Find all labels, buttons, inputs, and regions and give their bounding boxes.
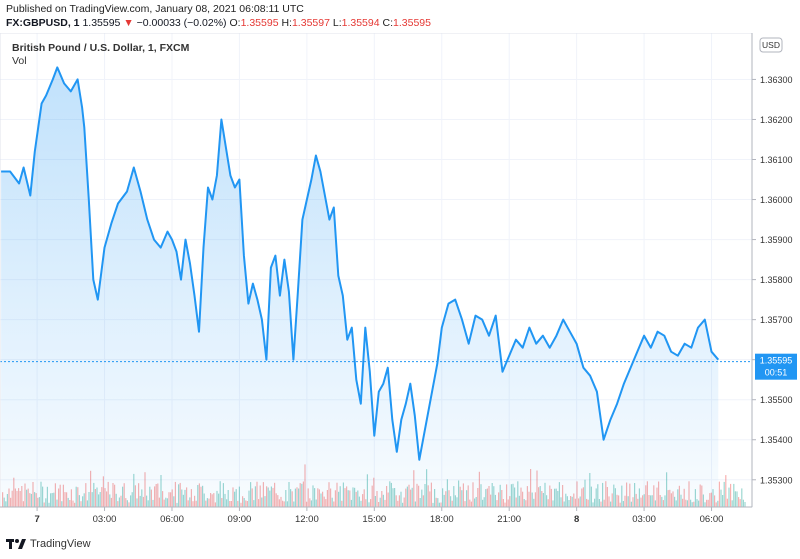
y-tick-label: 1.35400 <box>760 435 793 445</box>
x-tick-label: 03:00 <box>632 514 656 525</box>
y-tick-label: 1.36000 <box>760 195 793 205</box>
close-value: 1.35595 <box>393 17 431 29</box>
volume-bar <box>734 491 736 507</box>
high-label: H: <box>281 17 292 29</box>
y-tick-label: 1.36300 <box>760 75 793 85</box>
y-tick-label: 1.35700 <box>760 315 793 325</box>
x-tick-label: 15:00 <box>362 514 386 525</box>
volume-bar <box>723 481 725 507</box>
close-label: C: <box>382 17 394 29</box>
volume-bar <box>744 502 746 507</box>
time-axis[interactable]: 7 03:00 06:00 09:00 12:00 15:00 18:00 21:00 8 03:… <box>34 507 723 525</box>
currency-badge[interactable]: USD <box>759 37 783 53</box>
volume-bar <box>730 483 732 507</box>
currency-label: USD <box>762 40 780 50</box>
y-tick-label: 1.35500 <box>760 395 793 405</box>
y-tick-label: 1.36100 <box>760 155 793 165</box>
volume-bar <box>722 495 724 507</box>
price-line <box>1 66 720 461</box>
low-value: 1.35594 <box>341 17 380 29</box>
symbol-label: FX:GBPUSD, 1 <box>6 17 80 29</box>
volume-bar <box>738 497 740 507</box>
volume-bar <box>731 500 733 507</box>
y-tick-label: 1.35900 <box>760 235 793 245</box>
x-tick-label: 18:00 <box>430 514 454 525</box>
volume-bar <box>739 499 741 507</box>
last-price-badge: 1.35595 00:51 <box>755 353 797 380</box>
countdown-label: 00:51 <box>765 368 788 378</box>
volume-bar <box>742 499 744 507</box>
x-tick-label: 06:00 <box>700 514 724 525</box>
high-value: 1.35597 <box>291 17 330 29</box>
price-area <box>1 67 719 508</box>
tradingview-logo-icon <box>6 539 26 549</box>
x-tick-label: 8 <box>574 514 579 525</box>
brand-label: TradingView <box>30 538 91 550</box>
x-tick-label: 12:00 <box>295 514 319 525</box>
open-value: 1.35595 <box>240 17 279 29</box>
ohlc-header: FX:GBPUSD, 1 1.35595 ▼ −0.00033 (−0.02%)… <box>6 17 431 29</box>
volume-bar <box>736 491 738 507</box>
price-chart[interactable]: 1.353001.354001.355001.356001.357001.358… <box>0 33 800 527</box>
volume-bar <box>726 498 728 507</box>
y-tick-label: 1.36200 <box>760 115 793 125</box>
price-change: −0.00033 (−0.02%) <box>136 17 227 29</box>
volume-bar <box>728 487 730 507</box>
volume-bar <box>733 483 735 507</box>
down-arrow-icon: ▼ <box>123 17 134 29</box>
volume-bar <box>720 489 722 507</box>
volume-bar <box>725 475 727 507</box>
volume-bar <box>741 488 743 507</box>
x-tick-label: 21:00 <box>497 514 521 525</box>
x-tick-label: 7 <box>34 514 39 525</box>
tradingview-footer[interactable]: TradingView <box>6 538 91 550</box>
x-tick-label: 06:00 <box>160 514 184 525</box>
x-tick-label: 09:00 <box>228 514 252 525</box>
y-tick-label: 1.35300 <box>760 475 793 485</box>
y-tick-label: 1.35800 <box>760 275 793 285</box>
published-line: Published on TradingView.com, January 08… <box>6 3 304 15</box>
last-price: 1.35595 <box>82 17 121 29</box>
last-price-label: 1.35595 <box>760 356 793 366</box>
low-label: L: <box>332 17 342 29</box>
price-axis[interactable]: 1.353001.354001.355001.356001.357001.358… <box>752 75 793 485</box>
series-title: British Pound / U.S. Dollar, 1, FXCM <box>12 42 190 54</box>
x-tick-label: 03:00 <box>93 514 117 525</box>
open-label: O: <box>229 17 241 29</box>
volume-legend: Vol <box>12 55 27 67</box>
volume-bar <box>718 481 720 507</box>
